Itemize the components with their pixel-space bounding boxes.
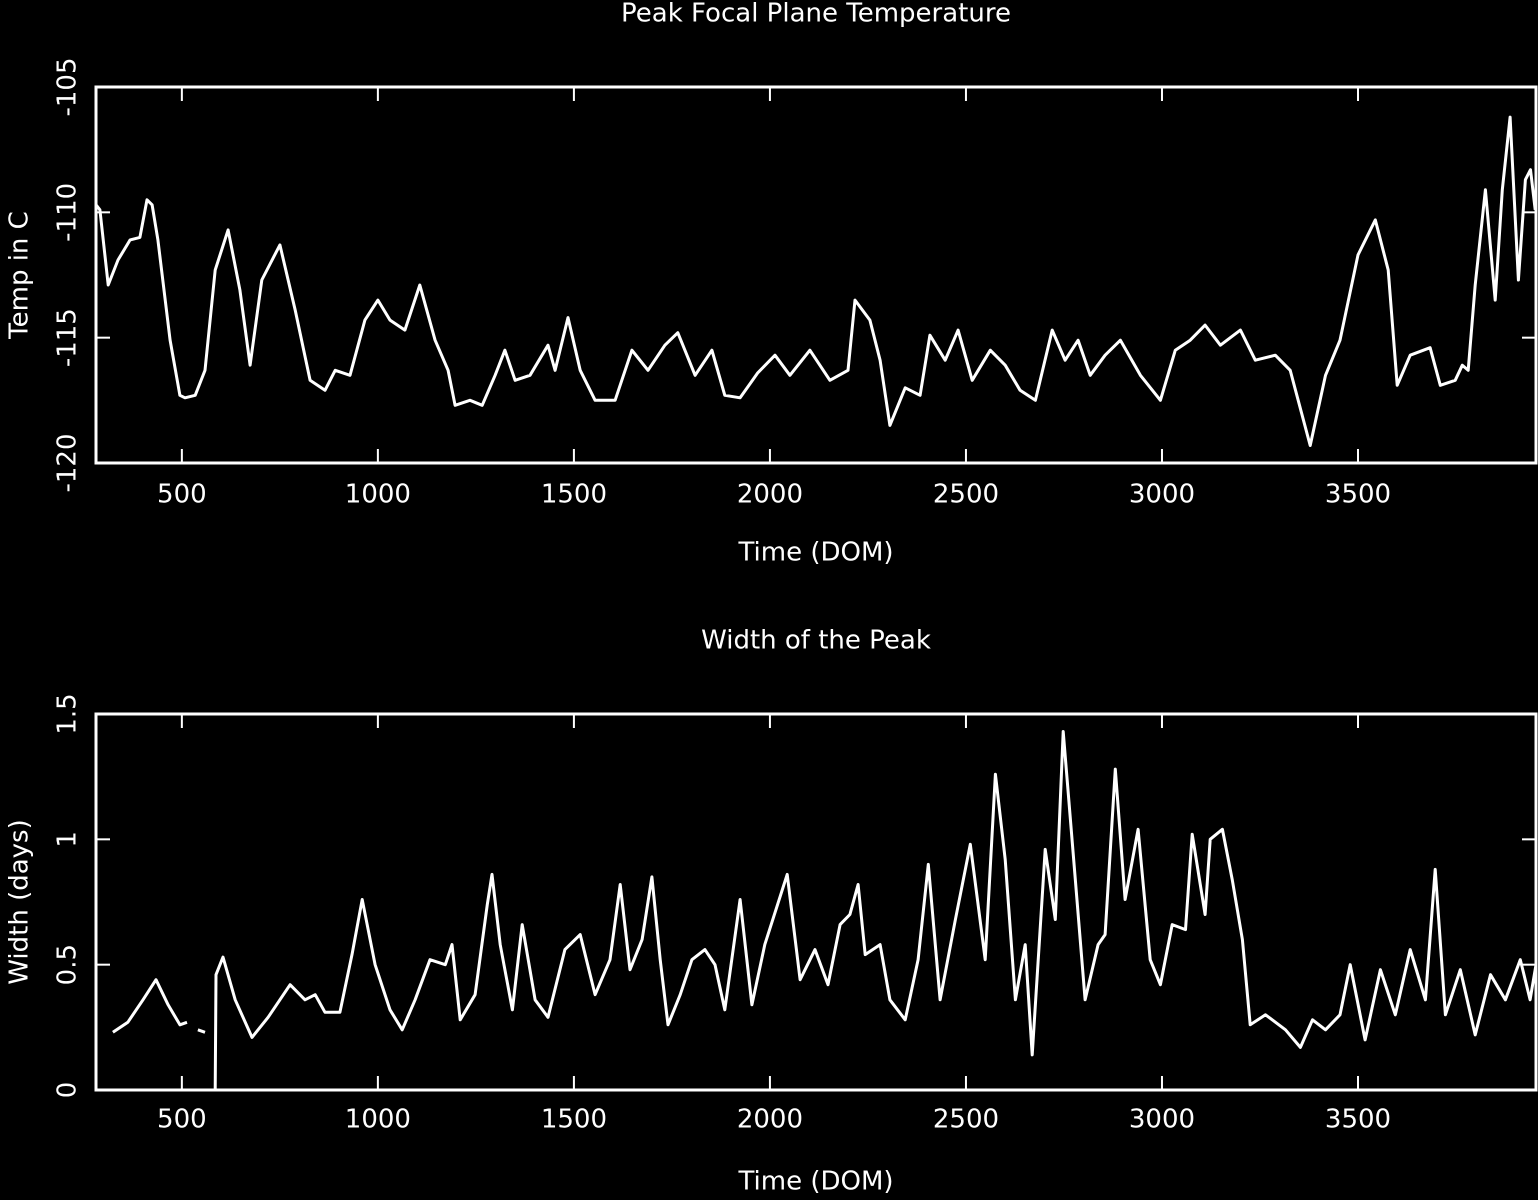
y-tick-label: -120	[53, 433, 83, 492]
y-tick-label: -105	[53, 57, 83, 116]
x-tick-label: 500	[157, 480, 207, 510]
y-tick-label: -115	[53, 308, 83, 367]
x-tick-label: 3000	[1129, 1105, 1195, 1135]
y-tick-label: 0	[53, 1082, 83, 1099]
data-line	[94, 115, 1537, 447]
x-tick-label: 1500	[541, 1105, 607, 1135]
x-tick-label: 2500	[933, 1105, 999, 1135]
x-tick-label: 500	[157, 1105, 207, 1135]
data-line	[112, 730, 1538, 1091]
y-axis-label: Temp in C	[5, 211, 35, 340]
y-axis-label: Width (days)	[5, 819, 35, 984]
x-tick-label: 3000	[1129, 480, 1195, 510]
x-tick-label: 1000	[345, 480, 411, 510]
x-tick-label: 3500	[1325, 480, 1391, 510]
x-axis-label: Time (DOM)	[737, 538, 893, 568]
x-tick-label: 1500	[541, 480, 607, 510]
plot-frame	[94, 85, 1538, 465]
y-tick-label: -110	[53, 183, 83, 242]
x-tick-label: 3500	[1325, 1105, 1391, 1135]
plot-frame	[94, 712, 1538, 1092]
y-tick-label: 0.5	[53, 944, 83, 985]
y-tick-label: 1	[53, 831, 83, 848]
y-tick-label: 1.5	[53, 693, 83, 734]
x-tick-label: 2500	[933, 480, 999, 510]
chart-title: Peak Focal Plane Temperature	[621, 0, 1011, 29]
x-tick-label: 2000	[737, 1105, 803, 1135]
chart-title: Width of the Peak	[701, 626, 931, 656]
x-axis-label: Time (DOM)	[737, 1167, 893, 1197]
x-tick-label: 2000	[737, 480, 803, 510]
x-tick-label: 1000	[345, 1105, 411, 1135]
